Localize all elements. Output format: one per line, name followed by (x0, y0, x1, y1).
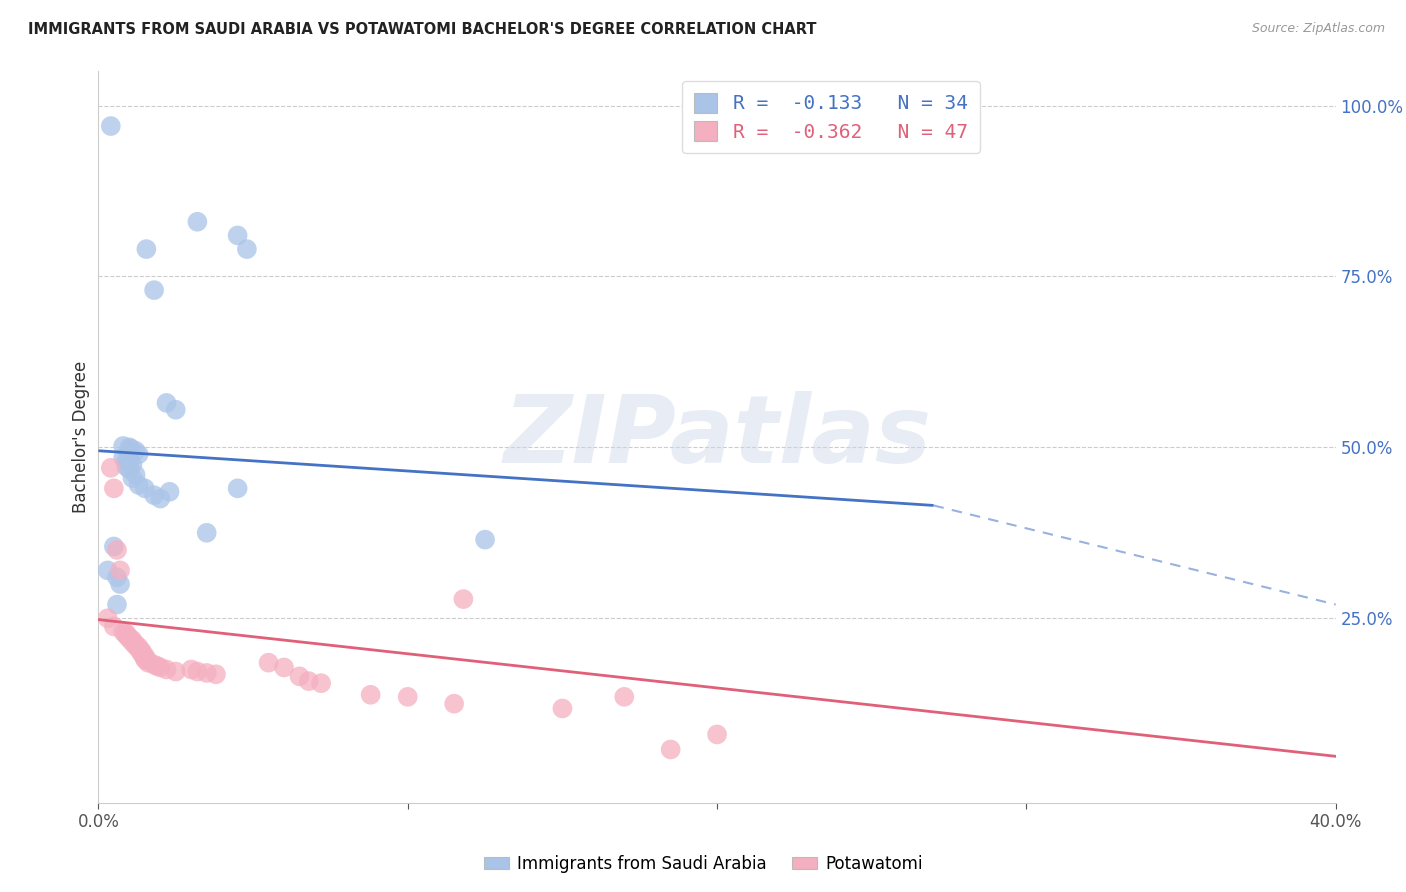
Point (118, 440, 141, 454)
Point (136, 654, 159, 668)
Point (118, 462, 141, 476)
Point (134, 652, 156, 666)
Point (103, 540, 125, 554)
Point (105, 570, 128, 584)
Point (131, 644, 153, 658)
Point (257, 656, 280, 670)
Point (135, 242, 157, 256)
Point (118, 631, 141, 645)
Point (396, 690, 419, 704)
Point (165, 665, 187, 679)
Point (112, 624, 135, 639)
Point (226, 481, 249, 495)
Point (443, 697, 465, 711)
Point (205, 667, 228, 681)
Point (149, 660, 172, 674)
Point (143, 283, 166, 297)
Point (613, 690, 636, 704)
Legend: Immigrants from Saudi Arabia, Potawatomi: Immigrants from Saudi Arabia, Potawatomi (477, 848, 929, 880)
Point (97, 611, 120, 625)
Point (105, 598, 128, 612)
Point (551, 701, 574, 715)
Point (115, 626, 138, 640)
Point (121, 635, 143, 649)
Y-axis label: Bachelor's Degree: Bachelor's Degree (72, 361, 90, 513)
Point (128, 640, 150, 654)
Point (128, 447, 150, 461)
Point (165, 402, 187, 417)
Point (128, 642, 150, 657)
Point (103, 481, 125, 495)
Point (159, 484, 181, 499)
Point (100, 119, 122, 133)
Point (120, 442, 142, 456)
Point (155, 396, 177, 410)
Point (118, 632, 141, 646)
Point (149, 491, 172, 506)
Point (124, 639, 146, 653)
Point (100, 460, 122, 475)
Point (273, 660, 295, 674)
Point (118, 455, 141, 469)
Point (108, 577, 131, 591)
Point (143, 488, 166, 502)
Point (105, 542, 128, 557)
Point (134, 648, 156, 663)
Point (124, 443, 146, 458)
Point (124, 637, 146, 651)
Point (180, 663, 202, 677)
Point (131, 647, 153, 661)
Text: ZIPatlas: ZIPatlas (503, 391, 931, 483)
Point (134, 651, 156, 665)
Point (195, 665, 218, 680)
Point (108, 563, 131, 577)
Point (453, 592, 475, 607)
Text: Source: ZipAtlas.com: Source: ZipAtlas.com (1251, 22, 1385, 36)
Point (298, 674, 321, 689)
Point (112, 450, 135, 465)
Point (121, 458, 143, 472)
Point (288, 669, 311, 683)
Point (121, 471, 143, 485)
Point (115, 459, 138, 474)
Legend: R =  -0.133   N = 34, R =  -0.362   N = 47: R = -0.133 N = 34, R = -0.362 N = 47 (682, 81, 980, 153)
Point (121, 633, 143, 648)
Point (128, 478, 150, 492)
Point (155, 663, 177, 677)
Point (97, 563, 120, 577)
Point (103, 619, 125, 633)
Point (115, 628, 138, 642)
Text: IMMIGRANTS FROM SAUDI ARABIA VS POTAWATOMI BACHELOR'S DEGREE CORRELATION CHART: IMMIGRANTS FROM SAUDI ARABIA VS POTAWATO… (28, 22, 817, 37)
Point (706, 727, 728, 741)
Point (186, 215, 208, 229)
Point (115, 454, 138, 468)
Point (131, 645, 153, 659)
Point (659, 742, 682, 756)
Point (124, 467, 146, 482)
Point (112, 439, 135, 453)
Point (195, 525, 218, 540)
Point (134, 481, 156, 495)
Point (226, 228, 249, 243)
Point (360, 688, 382, 702)
Point (136, 656, 159, 670)
Point (236, 242, 259, 256)
Point (146, 659, 169, 673)
Point (474, 533, 496, 547)
Point (309, 676, 332, 690)
Point (186, 665, 208, 679)
Point (143, 657, 166, 672)
